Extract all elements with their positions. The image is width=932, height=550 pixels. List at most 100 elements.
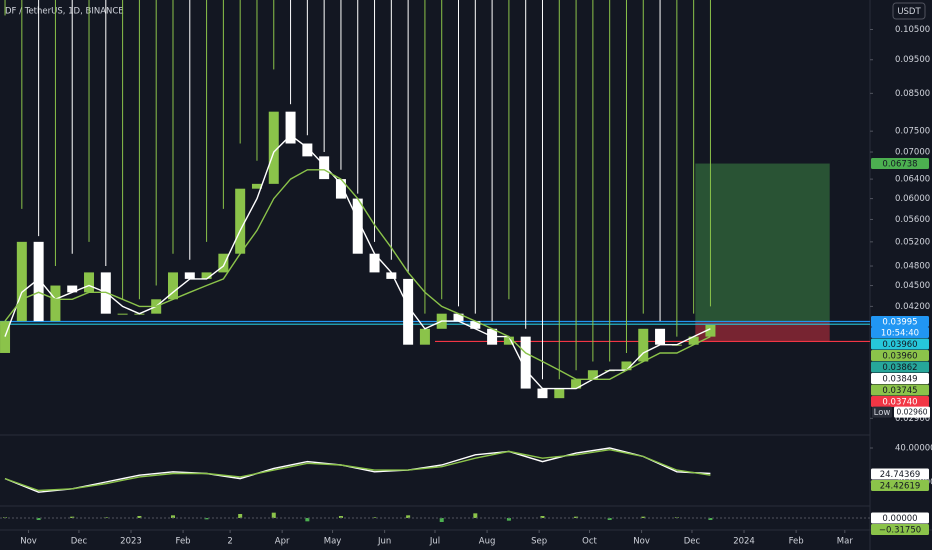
candle-body [386,272,397,279]
price-label: 0.03960 [882,340,917,350]
y-tick-label: 0.07500 [895,127,930,137]
x-tick-label: Jul [429,537,440,547]
histogram-bar [305,518,310,522]
series-line [4,447,711,493]
histogram-bar [574,516,579,518]
x-tick-label: Nov [20,537,37,547]
candle-body [235,188,246,254]
candle-body [0,321,11,353]
histogram-bar [271,512,276,518]
price-label-box [871,479,929,491]
y-tick-label: 0.06400 [895,175,930,185]
chart-title: DF / TetherUS, 1D, BINANCE [5,7,124,17]
x-tick-label: Mar [837,537,854,547]
histogram-bar [406,515,411,518]
candle-body [218,253,229,273]
y-tick-label: 0.04500 [895,281,930,291]
candle-body [117,313,128,315]
y-tick-label: 40.00000 [895,443,932,453]
histogram-bar [70,516,75,518]
histogram-bar [204,518,209,520]
currency-button[interactable] [892,2,926,20]
series-line [4,169,711,380]
candle-body [705,324,716,337]
x-tick-label: Dec [684,537,701,547]
y-tick-label: 0.09500 [895,55,930,65]
candle-body [621,361,632,371]
candle-body [319,156,330,180]
price-label: 0.00000 [882,514,917,524]
histogram-bar [372,517,377,518]
histogram-bar [473,513,478,518]
low-value: 0.02960 [896,408,927,417]
x-tick-label: Apr [275,537,290,547]
low-tag: Low [874,408,891,418]
price-label-box [871,512,929,524]
y-tick-label: 0.05600 [895,215,930,225]
candle-body [453,313,464,322]
histogram-bar [36,518,41,520]
candle-body [84,272,95,293]
candle-body [268,111,279,184]
countdown: 10:54:40 [881,329,919,339]
candle-body [352,198,363,254]
histogram-bar [506,518,511,521]
candle-body [184,272,195,279]
candle-body [503,336,514,345]
candle-body [655,328,666,345]
candle-body [688,336,699,345]
price-label: 0.03740 [882,398,917,408]
candle-body [302,143,313,157]
candle-body [369,253,380,273]
price-label: 24.42619 [880,481,921,491]
candle-body [285,111,296,144]
y-tick-label: 0.08500 [895,89,930,99]
price-label-box [871,316,929,328]
candle-body [67,285,78,293]
price-label: 0.03862 [882,363,917,373]
candle-body [335,179,346,199]
price-label: −0.31750 [879,526,921,536]
candle-body [403,278,414,345]
countdown-box [871,327,929,339]
x-tick-label: Nov [633,537,650,547]
price-label: 0.06738 [882,160,917,170]
y-tick-label: 0.02900 [895,414,930,424]
candle-body [251,183,262,189]
x-tick-label: Sep [531,537,547,547]
candle-body [33,241,44,322]
x-tick-label: May [324,537,342,547]
price-label: 0.03745 [882,386,917,396]
candle-body [537,388,548,399]
y-tick-label: 0.10500 [895,25,930,35]
candle-body [587,370,598,380]
x-tick-label: Feb [789,537,804,547]
histogram-bar [708,518,713,520]
series-line [4,448,711,492]
candle-body [571,379,582,389]
x-tick-label: Jun [377,537,391,547]
histogram-bar [439,518,444,522]
x-tick-label: Oct [582,537,597,547]
currency[interactable]: USDT [897,7,921,17]
histogram-bar [338,516,343,518]
candle-body [16,241,27,322]
histogram-bar [607,518,612,520]
x-tick-label: Feb [176,537,191,547]
price-label-box [871,524,929,535]
candle-body [638,328,649,362]
stop-zone [695,321,830,342]
price-label: 24.74369 [880,470,921,480]
y-tick-label: 0.04200 [895,302,930,312]
x-tick-label: 2024 [733,537,755,547]
y-tick-label: 0.05200 [895,237,930,247]
histogram-bar [641,516,646,518]
x-tick-label: Dec [71,537,88,547]
low-value-box [894,406,930,418]
price-label-box [871,350,929,362]
price-label-box [871,338,929,350]
candle-body [470,321,481,329]
histogram-bar [238,514,243,518]
